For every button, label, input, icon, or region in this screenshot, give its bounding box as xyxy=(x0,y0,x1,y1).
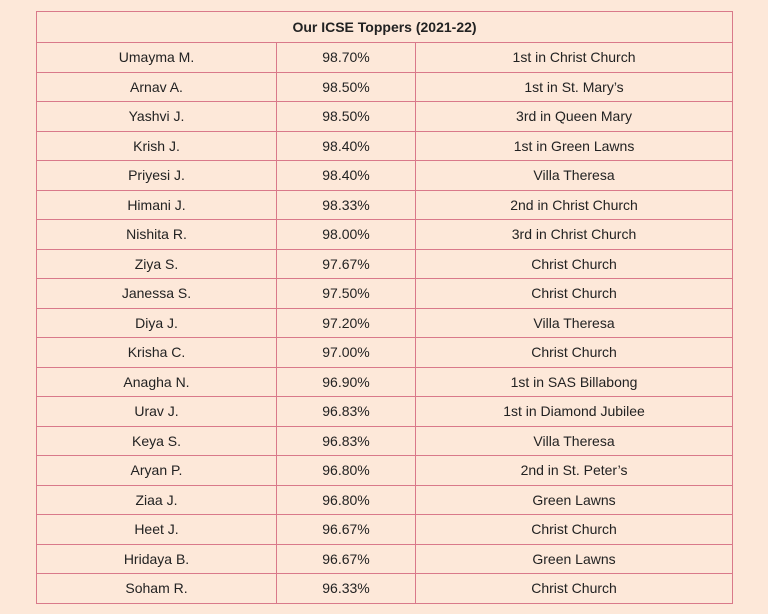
percentage-cell: 98.40% xyxy=(276,160,416,191)
student-name-cell: Ziya S. xyxy=(36,248,277,279)
student-name-cell: Soham R. xyxy=(36,573,277,604)
table-row: Arnav A. 98.50% 1st in St. Mary’s xyxy=(36,71,734,102)
student-name-cell: Krisha C. xyxy=(36,337,277,368)
school-rank-cell: 2nd in St. Peter’s xyxy=(414,455,734,486)
school-rank-cell: Christ Church xyxy=(414,248,734,279)
school-rank-cell: Villa Theresa xyxy=(414,160,734,191)
percentage-cell: 98.50% xyxy=(276,71,416,102)
school-rank-cell: Christ Church xyxy=(414,573,734,604)
school-rank-cell: 3rd in Christ Church xyxy=(414,219,734,250)
table-row: Krisha C. 97.00% Christ Church xyxy=(36,337,734,368)
school-rank-cell: 2nd in Christ Church xyxy=(414,189,734,220)
student-name-cell: Nishita R. xyxy=(36,219,277,250)
school-rank-cell: Green Lawns xyxy=(414,484,734,515)
table-row: Ziya S. 97.67% Christ Church xyxy=(36,248,734,279)
percentage-cell: 98.33% xyxy=(276,189,416,220)
student-name-cell: Priyesi J. xyxy=(36,160,277,191)
percentage-cell: 96.80% xyxy=(276,484,416,515)
table-title-row: Our ICSE Toppers (2021-22) xyxy=(35,11,734,43)
table-row: Keya S. 96.83% Villa Theresa xyxy=(36,425,734,456)
table-row: Nishita R. 98.00% 3rd in Christ Church xyxy=(36,219,734,250)
student-name-cell: Anagha N. xyxy=(36,366,277,397)
school-rank-cell: Christ Church xyxy=(414,278,734,309)
toppers-table: Our ICSE Toppers (2021-22) Umayma M. 98.… xyxy=(35,11,734,604)
table-row: Anagha N. 96.90% 1st in SAS Billabong xyxy=(36,366,734,397)
school-rank-cell: Green Lawns xyxy=(414,543,734,574)
table-row: Soham R. 96.33% Christ Church xyxy=(36,573,734,604)
student-name-cell: Aryan P. xyxy=(36,455,277,486)
percentage-cell: 96.33% xyxy=(276,573,416,604)
table-row: Priyesi J. 98.40% Villa Theresa xyxy=(36,160,734,191)
percentage-cell: 96.90% xyxy=(276,366,416,397)
student-name-cell: Urav J. xyxy=(36,396,277,427)
school-rank-cell: 1st in Diamond Jubilee xyxy=(414,396,734,427)
percentage-cell: 96.80% xyxy=(276,455,416,486)
percentage-cell: 96.67% xyxy=(276,543,416,574)
table-row: Yashvi J. 98.50% 3rd in Queen Mary xyxy=(36,101,734,132)
student-name-cell: Keya S. xyxy=(36,425,277,456)
percentage-cell: 97.00% xyxy=(276,337,416,368)
percentage-cell: 96.83% xyxy=(276,425,416,456)
student-name-cell: Diya J. xyxy=(36,307,277,338)
school-rank-cell: Christ Church xyxy=(414,514,734,545)
table-row: Hridaya B. 96.67% Green Lawns xyxy=(36,543,734,574)
school-rank-cell: Villa Theresa xyxy=(414,307,734,338)
percentage-cell: 98.70% xyxy=(276,42,416,73)
table-row: Janessa S. 97.50% Christ Church xyxy=(36,278,734,309)
table-row: Umayma M. 98.70% 1st in Christ Church xyxy=(36,42,734,73)
student-name-cell: Ziaa J. xyxy=(36,484,277,515)
table-title: Our ICSE Toppers (2021-22) xyxy=(35,11,734,43)
school-rank-cell: 1st in SAS Billabong xyxy=(414,366,734,397)
percentage-cell: 97.50% xyxy=(276,278,416,309)
student-name-cell: Arnav A. xyxy=(36,71,277,102)
student-name-cell: Himani J. xyxy=(36,189,277,220)
percentage-cell: 98.40% xyxy=(276,130,416,161)
student-name-cell: Umayma M. xyxy=(36,42,277,73)
student-name-cell: Hridaya B. xyxy=(36,543,277,574)
percentage-cell: 97.67% xyxy=(276,248,416,279)
school-rank-cell: 1st in St. Mary’s xyxy=(414,71,734,102)
student-name-cell: Janessa S. xyxy=(36,278,277,309)
table-row: Krish J. 98.40% 1st in Green Lawns xyxy=(36,130,734,161)
school-rank-cell: 1st in Green Lawns xyxy=(414,130,734,161)
table-row: Urav J. 96.83% 1st in Diamond Jubilee xyxy=(36,396,734,427)
student-name-cell: Yashvi J. xyxy=(36,101,277,132)
school-rank-cell: 1st in Christ Church xyxy=(414,42,734,73)
student-name-cell: Heet J. xyxy=(36,514,277,545)
table-row: Aryan P. 96.80% 2nd in St. Peter’s xyxy=(36,455,734,486)
school-rank-cell: Christ Church xyxy=(414,337,734,368)
student-name-cell: Krish J. xyxy=(36,130,277,161)
percentage-cell: 98.50% xyxy=(276,101,416,132)
percentage-cell: 96.83% xyxy=(276,396,416,427)
table-row: Diya J. 97.20% Villa Theresa xyxy=(36,307,734,338)
percentage-cell: 98.00% xyxy=(276,219,416,250)
table-row: Heet J. 96.67% Christ Church xyxy=(36,514,734,545)
table-row: Himani J. 98.33% 2nd in Christ Church xyxy=(36,189,734,220)
table-row: Ziaa J. 96.80% Green Lawns xyxy=(36,484,734,515)
percentage-cell: 96.67% xyxy=(276,514,416,545)
percentage-cell: 97.20% xyxy=(276,307,416,338)
school-rank-cell: Villa Theresa xyxy=(414,425,734,456)
school-rank-cell: 3rd in Queen Mary xyxy=(414,101,734,132)
